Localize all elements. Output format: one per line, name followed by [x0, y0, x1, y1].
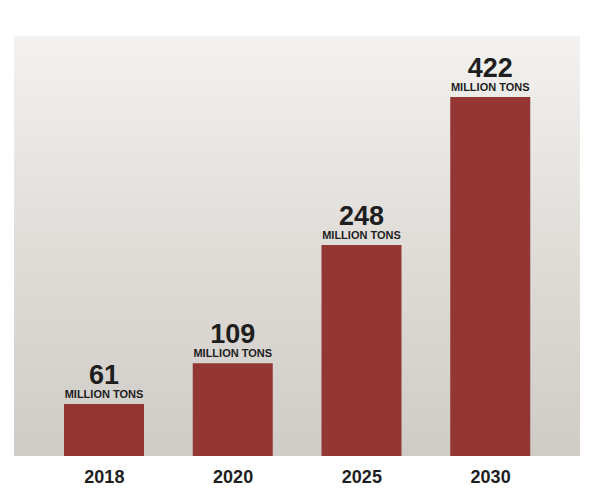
svg-text:MILLION TONS: MILLION TONS — [451, 81, 530, 93]
svg-text:2020: 2020 — [213, 467, 253, 487]
svg-text:2018: 2018 — [84, 467, 124, 487]
svg-text:MILLION TONS: MILLION TONS — [322, 229, 401, 241]
svg-text:248: 248 — [339, 201, 384, 231]
svg-text:422: 422 — [468, 53, 513, 83]
svg-text:61: 61 — [89, 360, 119, 390]
svg-text:2030: 2030 — [471, 467, 511, 487]
svg-text:2025: 2025 — [342, 467, 382, 487]
svg-text:MILLION TONS: MILLION TONS — [193, 347, 272, 359]
svg-text:MILLION TONS: MILLION TONS — [65, 388, 144, 400]
svg-text:109: 109 — [210, 319, 255, 349]
